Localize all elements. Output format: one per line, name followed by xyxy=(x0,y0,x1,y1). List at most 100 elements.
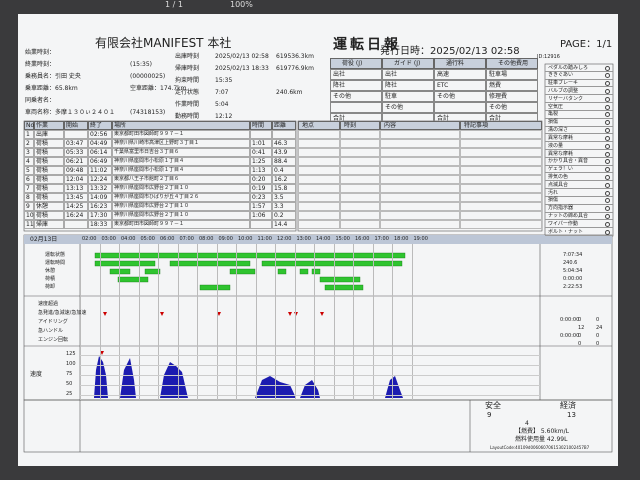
time-label: 拘束時間 xyxy=(175,77,200,84)
event-marker xyxy=(160,312,164,316)
hour-line xyxy=(158,244,159,400)
speed-tick: 125 xyxy=(66,351,76,357)
check-circle xyxy=(605,229,610,235)
table-cell xyxy=(34,148,64,157)
notes-cell xyxy=(380,202,460,211)
summary-cell xyxy=(330,102,382,113)
table-cell xyxy=(112,175,250,184)
hour-label: 08:00 xyxy=(199,236,214,242)
checklist-row xyxy=(545,166,613,174)
notes-cell xyxy=(298,157,340,166)
check-circle xyxy=(605,159,610,165)
table-cell xyxy=(24,193,34,202)
table-text: 8 xyxy=(26,194,30,201)
summary-label: 合計 xyxy=(333,115,346,122)
hour-label: 06:00 xyxy=(160,236,175,242)
info-value: (15:35) xyxy=(130,61,152,68)
event-total: 0 xyxy=(578,317,582,323)
table-text: 12:24 xyxy=(90,176,108,183)
checklist-row xyxy=(545,173,613,182)
viewer-page: 1 / 1 xyxy=(165,0,183,9)
summary-cell xyxy=(382,69,434,80)
safety-value: 9 xyxy=(487,411,492,419)
table-text: 6 xyxy=(26,176,30,183)
check-circle xyxy=(605,151,610,157)
title: 運転日報 xyxy=(333,37,401,53)
table-cell xyxy=(24,202,34,211)
table-cell xyxy=(272,130,296,139)
event-label: 急発進/急減速/急加速 xyxy=(38,310,87,316)
checklist-row xyxy=(545,205,613,213)
hour-label: 11:00 xyxy=(257,236,272,242)
table-cell xyxy=(272,211,296,220)
page-number: PAGE：1/1 xyxy=(560,39,613,50)
table-cell xyxy=(64,130,88,139)
table-cell xyxy=(112,220,250,229)
time-value: 7:07 xyxy=(215,89,229,96)
table-cell xyxy=(34,220,64,229)
table-cell xyxy=(250,175,272,184)
table-text: 17:30 xyxy=(90,212,108,219)
notes-cell xyxy=(298,148,340,157)
checklist-item: 損傷 xyxy=(548,119,559,126)
table-text: 東京都八王子市館町２丁目６ xyxy=(114,176,180,182)
notes-cell xyxy=(340,139,380,148)
work-bar xyxy=(319,276,361,283)
time-value: 12:12 xyxy=(215,113,233,120)
notes-cell xyxy=(380,184,460,193)
check-circle xyxy=(605,135,610,141)
table-text: 千葉県富里市日吉台３丁目６ xyxy=(114,149,180,155)
speed-tick: 75 xyxy=(66,371,73,377)
check-circle xyxy=(605,88,610,94)
table-header-text: 場所 xyxy=(114,122,127,129)
summary-label: 出社 xyxy=(333,71,346,78)
table-text: 3.5 xyxy=(274,194,284,201)
table-cell xyxy=(112,166,250,175)
hour-line xyxy=(314,244,315,400)
table-header xyxy=(250,121,272,130)
check-circle xyxy=(605,174,610,180)
hour-label: 03:00 xyxy=(101,236,116,242)
summary-label: 出社 xyxy=(385,71,398,78)
checklist-row xyxy=(545,158,613,166)
checklist-item: 液の量 xyxy=(548,142,564,149)
hour-label: 16:00 xyxy=(355,236,370,242)
notes-cell xyxy=(340,148,380,157)
notes-cell xyxy=(460,157,542,166)
notes-cell xyxy=(298,175,340,184)
table-header xyxy=(34,121,64,130)
hour-label: 17:00 xyxy=(374,236,389,242)
notes-cell xyxy=(380,139,460,148)
work-bar xyxy=(117,276,149,283)
event-label: 速度超過 xyxy=(38,301,59,307)
checklist-row xyxy=(545,80,613,88)
table-text: 0:20 xyxy=(252,176,266,183)
table-text: 16.2 xyxy=(274,176,288,183)
checklist-row xyxy=(545,228,613,236)
table-text: 12:04 xyxy=(66,176,84,183)
table-cell xyxy=(88,175,112,184)
hour-label: 05:00 xyxy=(140,236,155,242)
notes-cell xyxy=(298,139,340,148)
drive-bar xyxy=(261,260,403,267)
bottom-frame xyxy=(23,399,613,453)
table-text: 14:09 xyxy=(90,194,108,201)
safety-label: 安全 xyxy=(485,401,501,410)
hour-label: 12:00 xyxy=(277,236,292,242)
notes-cell xyxy=(298,184,340,193)
time-km: 240.6km xyxy=(276,89,303,96)
summary-cell xyxy=(382,80,434,91)
notes-cell xyxy=(460,130,542,139)
table-header xyxy=(24,121,34,130)
fuel-rate: 【燃費】 5.60km/L xyxy=(515,428,569,435)
event-total: 0 xyxy=(578,341,582,347)
notes-cell xyxy=(380,130,460,139)
table-text: 出庫 xyxy=(36,131,49,138)
summary-cell xyxy=(382,91,434,102)
info-label: 同乗者名： xyxy=(25,97,56,104)
info-value: 空車距離：174.7km xyxy=(130,85,187,92)
timeline-total: 5:04:34 xyxy=(563,268,583,274)
table-header-text: 距離 xyxy=(274,122,287,129)
table-text: 13:45 xyxy=(66,194,84,201)
check-circle xyxy=(605,182,610,188)
